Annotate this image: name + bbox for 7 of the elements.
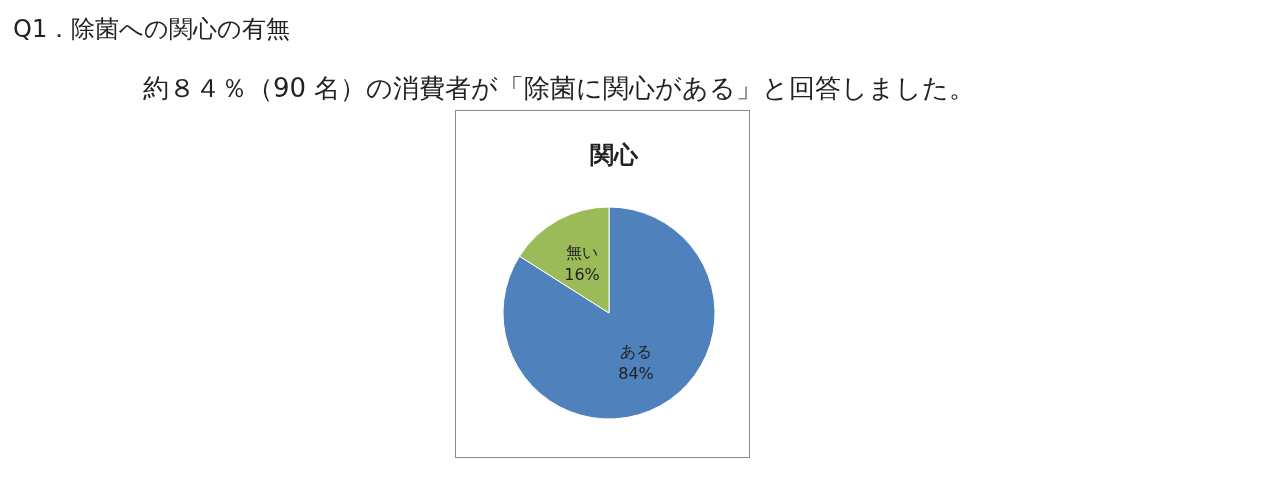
data-label: 84% [618,363,654,383]
data-label: 16% [564,265,600,285]
text: Q1．除菌への関心の有無 [13,15,291,43]
text: 関心 [590,141,639,169]
slice-label: 無い [566,243,599,263]
chart-subtitle: 約８４％（90 名）の消費者が「除菌に関心がある」と回答しました。 [143,73,976,103]
slice-label: ある [619,341,652,361]
